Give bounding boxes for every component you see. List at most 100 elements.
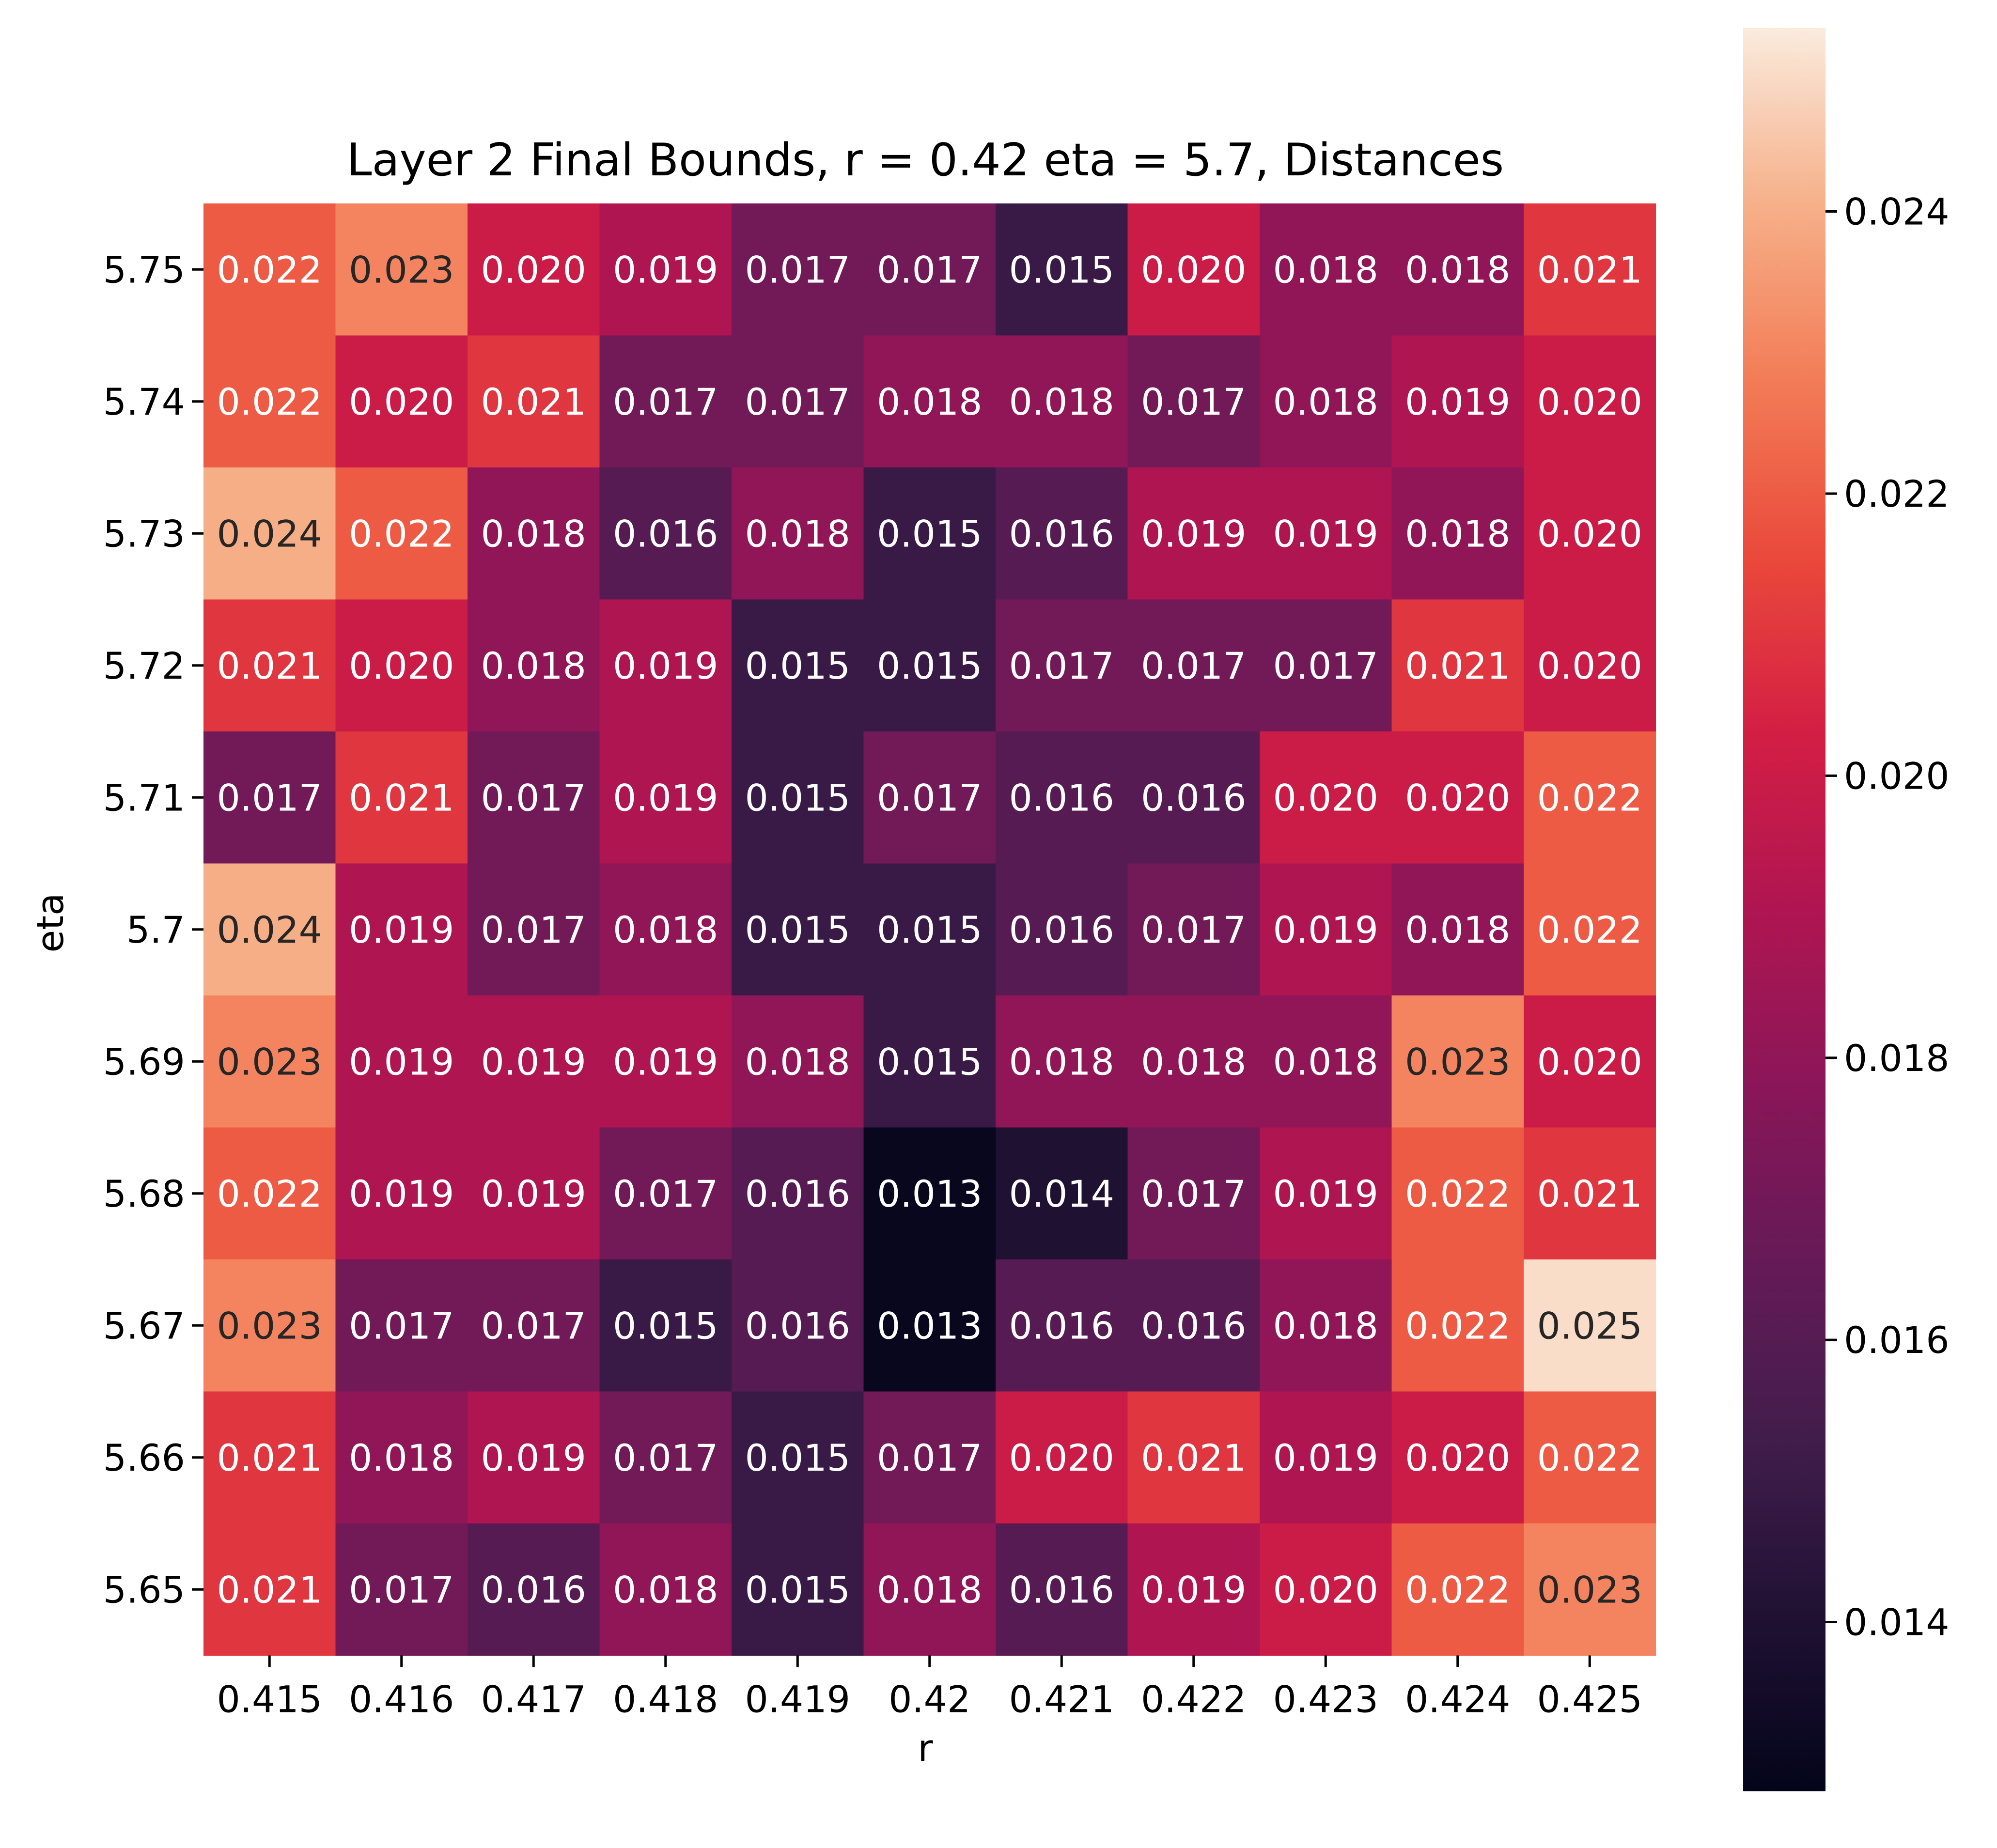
- cell-value-label: 0.020: [1141, 248, 1247, 291]
- cell-value-label: 0.015: [745, 908, 850, 951]
- cell-value-label: 0.020: [1273, 776, 1378, 819]
- x-axis: 0.415 0.416 0.417 0.418 0.419 0.42 0.421 0.422 0…: [217, 1655, 1642, 1721]
- x-tick-label: 0.423: [1273, 1678, 1378, 1721]
- cell-value-label: 0.020: [1009, 1436, 1114, 1479]
- cell-value-label: 0.020: [349, 380, 454, 423]
- cell-value-label: 0.015: [877, 512, 983, 555]
- heatmap-cell: [203, 1391, 336, 1524]
- cell-value-label: 0.016: [1141, 776, 1247, 819]
- heatmap-cell: [863, 731, 996, 864]
- heatmap-cell: [1524, 467, 1656, 600]
- heatmap-cell: [1127, 1391, 1260, 1524]
- heatmap-cell: [1391, 599, 1524, 732]
- heatmap-cell: [1391, 995, 1524, 1128]
- x-axis-label: r: [918, 1726, 933, 1770]
- cell-value-label: 0.018: [481, 644, 586, 687]
- y-tick-label: 5.67: [103, 1304, 185, 1347]
- heatmap-cell: [1260, 599, 1392, 732]
- cell-value-label: 0.018: [1405, 908, 1511, 951]
- heatmap-cell: [1391, 1127, 1524, 1260]
- cell-value-label: 0.019: [1273, 1436, 1378, 1479]
- chart-title: Layer 2 Final Bounds, r = 0.42 eta = 5.7…: [347, 134, 1504, 186]
- heatmap-cell: [1391, 1391, 1524, 1524]
- cell-value-label: 0.022: [217, 1172, 322, 1215]
- heatmap-cell: [1391, 1259, 1524, 1392]
- heatmap-cell: [1524, 1259, 1656, 1392]
- heatmap-cell: [1391, 203, 1524, 336]
- heatmap-cell: [732, 731, 864, 864]
- y-axis: 5.75 5.74 5.73 5.72 5.71 5.7 5.69 5.68 5.67 5.66 5…: [103, 248, 203, 1611]
- cell-value-label: 0.015: [745, 644, 850, 687]
- y-tick-label: 5.68: [103, 1172, 185, 1215]
- heatmap-cell: [599, 203, 732, 336]
- cell-value-label: 0.017: [613, 1172, 718, 1215]
- heatmap-cell: [335, 467, 468, 600]
- heatmap-cell: [1524, 1127, 1656, 1260]
- heatmap-cell: [732, 467, 864, 600]
- heatmap-cell: [1391, 731, 1524, 864]
- cell-value-labels: 0.022 0.023 0.020 0.019 0.017 0.017 0.015 0.020…: [217, 248, 1642, 1611]
- cell-value-label: 0.020: [349, 644, 454, 687]
- heatmap-cell: [335, 1127, 468, 1260]
- cell-value-label: 0.016: [1009, 512, 1114, 555]
- heatmap-cell: [1260, 1259, 1392, 1392]
- heatmap-cell: [863, 995, 996, 1128]
- heatmap-cell: [1391, 1523, 1524, 1656]
- cell-value-label: 0.023: [1405, 1040, 1511, 1083]
- cell-value-label: 0.015: [877, 908, 983, 951]
- y-tick-label: 5.66: [103, 1436, 185, 1479]
- x-tick-label: 0.417: [481, 1678, 586, 1721]
- heatmap-cell: [468, 1523, 600, 1656]
- colorbar-tick-label: 0.018: [1844, 1037, 1950, 1080]
- heatmap-cell: [1524, 731, 1656, 864]
- cell-value-label: 0.016: [1009, 776, 1114, 819]
- cell-value-label: 0.015: [1009, 248, 1114, 291]
- heatmap-cell: [1391, 467, 1524, 600]
- heatmap-cell: [732, 995, 864, 1128]
- cell-value-label: 0.016: [1009, 1304, 1114, 1347]
- cell-value-label: 0.022: [217, 380, 322, 423]
- heatmap-cell: [732, 1391, 864, 1524]
- heatmap-cell: [863, 467, 996, 600]
- cell-value-label: 0.016: [613, 512, 718, 555]
- y-tick-label: 5.73: [103, 512, 185, 555]
- heatmap-cell: [863, 1259, 996, 1392]
- heatmap-cell: [335, 995, 468, 1128]
- cell-value-label: 0.022: [1405, 1568, 1511, 1611]
- heatmap-cell: [996, 1259, 1128, 1392]
- heatmap-cell: [863, 863, 996, 996]
- heatmap-cell: [203, 1523, 336, 1656]
- cell-value-label: 0.023: [217, 1040, 322, 1083]
- heatmap-cell: [1260, 731, 1392, 864]
- heatmap-cell: [335, 863, 468, 996]
- cell-value-label: 0.022: [1537, 776, 1642, 819]
- cell-value-label: 0.018: [1009, 1040, 1114, 1083]
- cell-value-label: 0.015: [745, 1436, 850, 1479]
- cell-value-label: 0.019: [613, 776, 718, 819]
- heatmap-cell: [335, 599, 468, 732]
- cell-value-label: 0.019: [481, 1040, 586, 1083]
- x-tick-label: 0.422: [1141, 1678, 1247, 1721]
- cell-value-label: 0.017: [745, 380, 850, 423]
- heatmap-cell: [996, 863, 1128, 996]
- cell-value-label: 0.019: [349, 1040, 454, 1083]
- cell-value-label: 0.017: [1273, 644, 1378, 687]
- heatmap-cell: [599, 731, 732, 864]
- heatmap-cell: [599, 863, 732, 996]
- heatmap-cell: [996, 1127, 1128, 1260]
- colorbar-tick-label: 0.022: [1844, 472, 1950, 515]
- cell-value-label: 0.017: [349, 1568, 454, 1611]
- heatmap-cell: [468, 1127, 600, 1260]
- cell-value-label: 0.023: [1537, 1568, 1642, 1611]
- heatmap-cell: [335, 335, 468, 468]
- cell-value-label: 0.017: [1009, 644, 1114, 687]
- cell-value-label: 0.019: [481, 1436, 586, 1479]
- heatmap-cell: [863, 203, 996, 336]
- cell-value-label: 0.023: [349, 248, 454, 291]
- cell-value-label: 0.018: [745, 1040, 850, 1083]
- cell-value-label: 0.017: [877, 776, 983, 819]
- cell-value-label: 0.018: [1273, 1040, 1378, 1083]
- heatmap-cell: [1127, 1127, 1260, 1260]
- heatmap-cell: [599, 1127, 732, 1260]
- cell-value-label: 0.018: [1405, 512, 1511, 555]
